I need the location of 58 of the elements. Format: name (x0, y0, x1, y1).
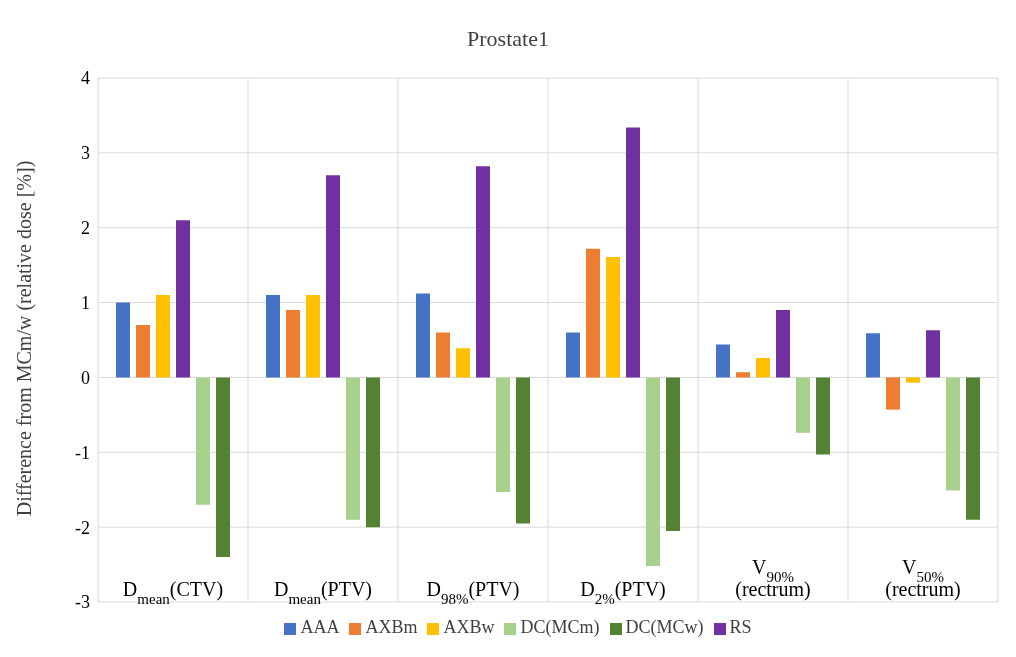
y-tick-label: 1 (81, 292, 90, 313)
y-tick-label: -3 (75, 592, 90, 613)
bar (776, 310, 790, 378)
legend-label: DC(MCw) (625, 617, 704, 637)
x-tick-label: D$_{mean}$(PTV) (273, 578, 373, 607)
y-tick-label: 0 (81, 367, 90, 388)
x-tick-label: D$_{mean}$(CTV) (122, 578, 224, 607)
bar (626, 127, 640, 378)
y-tick-label: -2 (75, 517, 90, 538)
bar (736, 372, 750, 378)
bar (906, 377, 920, 383)
legend-label: AXBm (365, 617, 418, 637)
bar (286, 310, 300, 378)
bar (436, 332, 450, 378)
legend-label: RS (729, 617, 752, 637)
bar (156, 295, 170, 378)
chart-title: Prostate1 (466, 26, 550, 52)
y-tick-label: 2 (81, 218, 90, 239)
bar (196, 377, 210, 505)
bar (816, 377, 830, 455)
x-tick-label: D$_{2%}$(PTV) (580, 578, 666, 607)
bar (796, 377, 810, 433)
bar (346, 377, 360, 520)
bar (716, 344, 730, 378)
x-tick-label: V$_{50%}$ (rectrum) (885, 556, 961, 601)
x-tick-label: V$_{90%}$ (rectrum) (735, 556, 811, 601)
y-tick-label: -1 (75, 442, 90, 463)
bar (946, 377, 960, 491)
y-tick-label: 3 (81, 143, 90, 164)
bar (116, 302, 130, 378)
bar (566, 332, 580, 378)
bar (646, 377, 660, 567)
y-axis-title: Difference from MCm/w (relative dose [%]) (13, 160, 37, 516)
legend-label: AXBw (443, 617, 495, 637)
bar (456, 348, 470, 378)
bar (516, 377, 530, 524)
bar (966, 377, 980, 520)
bar (926, 330, 940, 378)
bar (606, 256, 620, 378)
bar (666, 377, 680, 531)
bar (326, 175, 340, 378)
bar (586, 248, 600, 378)
bar (216, 377, 230, 558)
legend-label: DC(MCm) (520, 617, 600, 637)
bar (476, 166, 490, 378)
bar (136, 325, 150, 378)
bar (366, 377, 380, 528)
bar (416, 293, 430, 378)
bar (756, 357, 770, 378)
bar (866, 333, 880, 378)
x-tick-label: D$_{98%}$(PTV) (426, 578, 520, 607)
bar (886, 377, 900, 410)
bar (266, 295, 280, 378)
bar (496, 377, 510, 492)
legend-label: AAA (300, 617, 340, 637)
y-tick-label: 4 (81, 68, 90, 89)
bar (176, 220, 190, 378)
bar (306, 295, 320, 378)
